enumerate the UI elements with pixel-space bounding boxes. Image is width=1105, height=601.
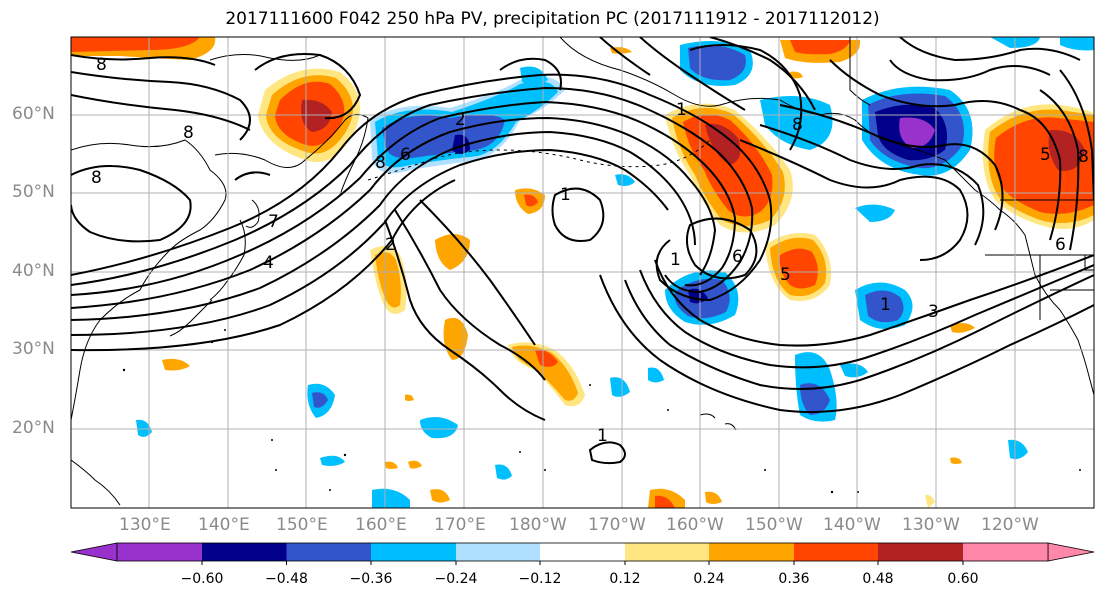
contour-label: 1 xyxy=(880,295,891,315)
lon-label-120w: 120°W xyxy=(981,515,1039,535)
colorbar-extend-min xyxy=(70,542,118,562)
colorbar-extend-max xyxy=(1047,542,1095,562)
lon-label-130w: 130°W xyxy=(902,515,960,535)
contour-label: 3 xyxy=(928,302,939,322)
contour-label: 8 xyxy=(375,153,386,173)
colorbar-segment xyxy=(709,543,794,561)
colorbar-tick-label: 0.60 xyxy=(947,571,979,587)
contour-label: 6 xyxy=(732,247,743,267)
colorbar-tick-label: 0.12 xyxy=(609,571,641,587)
contour-label: 1 xyxy=(676,100,687,120)
colorbar-tick-label: 0.24 xyxy=(693,571,725,587)
lon-label-140e: 140°E xyxy=(198,515,250,535)
lon-label-180w: 180°W xyxy=(509,515,567,535)
coastlines xyxy=(71,37,1094,506)
lat-label-40n: 40°N xyxy=(12,261,55,281)
colorbar-segment xyxy=(963,543,1048,561)
contour-label: 8 xyxy=(91,168,102,188)
contour-label: 1 xyxy=(560,185,571,205)
contour-label: 8 xyxy=(1078,147,1089,167)
lat-label-60n: 60°N xyxy=(12,104,55,124)
map-title: 2017111600 F042 250 hPa PV, precipitatio… xyxy=(225,9,880,29)
contour-label: 6 xyxy=(1055,235,1066,255)
contour-label: 5 xyxy=(780,265,791,285)
lon-label-140w: 140°W xyxy=(823,515,881,535)
colorbar-segment xyxy=(456,543,540,561)
lon-label-170w: 170°W xyxy=(588,515,646,535)
islands xyxy=(122,329,1081,494)
contour-label: 1 xyxy=(670,250,681,270)
contour-label: 5 xyxy=(1040,145,1051,165)
colorbar-tick-label: −0.12 xyxy=(518,571,562,587)
colorbar-segment xyxy=(794,543,878,561)
colorbar-segment xyxy=(286,543,371,561)
contour-label: 8 xyxy=(183,123,194,143)
lat-label-20n: 20°N xyxy=(12,418,55,438)
colorbar-segment xyxy=(202,543,287,561)
colorbar-tick-label: 0.36 xyxy=(778,571,810,587)
lon-label-170e: 170°E xyxy=(434,515,486,535)
lat-lon-grid xyxy=(71,37,1094,508)
contour-label: 6 xyxy=(400,145,411,165)
colorbar-segment xyxy=(117,543,202,561)
contour-label: 4 xyxy=(263,253,274,273)
colorbar-outline xyxy=(116,542,1049,562)
colorbar-segment xyxy=(371,543,456,561)
colorbar xyxy=(70,542,1095,565)
contour-label: 7 xyxy=(268,212,279,232)
colorbar-segment xyxy=(878,543,963,561)
contour-label: 8 xyxy=(792,115,803,135)
map-frame xyxy=(70,36,1095,509)
contour-label: 2 xyxy=(385,235,396,255)
colorbar-tick-label: 0.48 xyxy=(862,571,894,587)
colorbar-segment xyxy=(625,543,709,561)
contour-label: 1 xyxy=(597,426,608,446)
lat-label-30n: 30°N xyxy=(12,339,55,359)
pv-contours xyxy=(71,37,1094,465)
lon-label-150w: 150°W xyxy=(745,515,803,535)
lon-label-130e: 130°E xyxy=(119,515,171,535)
lon-label-150e: 150°E xyxy=(276,515,328,535)
contour-label: 8 xyxy=(96,55,107,75)
colorbar-tick-label: −0.24 xyxy=(434,571,478,587)
contour-label: 2 xyxy=(455,110,466,130)
lon-label-160w: 160°W xyxy=(666,515,724,535)
lon-label-160e: 160°E xyxy=(355,515,407,535)
colorbar-tick-label: −0.60 xyxy=(180,571,224,587)
colorbar-tick-label: −0.36 xyxy=(349,571,393,587)
colorbar-tick-label: −0.48 xyxy=(265,571,308,587)
colorbar-segment xyxy=(540,543,625,561)
lat-label-50n: 50°N xyxy=(12,182,55,202)
